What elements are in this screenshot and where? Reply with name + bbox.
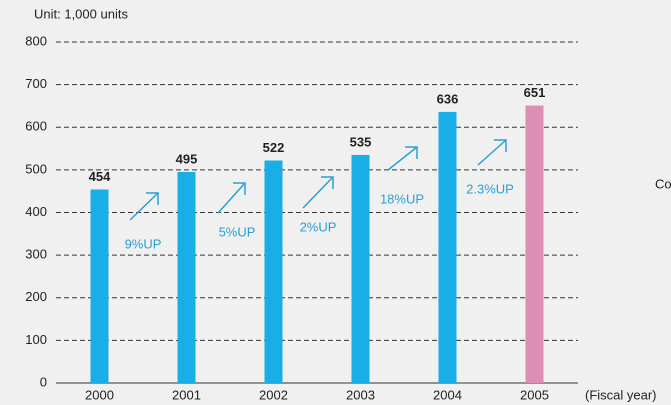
y-tick-label: 600 (25, 119, 47, 134)
arrow-head (494, 139, 507, 152)
growth-label: 9%UP (125, 236, 162, 251)
x-tick-label: 2002 (259, 387, 288, 402)
y-tick-label: 500 (25, 161, 47, 176)
x-tick-label: 2000 (85, 387, 114, 402)
arrow-head (405, 146, 418, 159)
growth-label: 2%UP (300, 219, 337, 234)
y-tick-label: 300 (25, 247, 47, 262)
side-text: Co (655, 176, 671, 191)
growth-label: 2.3%UP (466, 181, 514, 196)
y-tick-label: 700 (25, 76, 47, 91)
y-tick-label: 800 (25, 33, 47, 48)
value-label: 454 (89, 169, 111, 184)
growth-label: 5%UP (219, 224, 256, 239)
x-tick-label: 2004 (433, 387, 462, 402)
arrow-shaft (217, 182, 246, 214)
arrow-shaft (302, 176, 334, 209)
y-tick-label: 0 (40, 374, 47, 389)
y-tick-label: 100 (25, 332, 47, 347)
arrow-shaft (477, 139, 507, 166)
value-label: 651 (524, 85, 546, 100)
value-label: 636 (437, 91, 459, 106)
x-axis-label: (Fiscal year) (585, 387, 657, 402)
value-label: 522 (263, 140, 285, 155)
x-tick-label: 2001 (172, 387, 201, 402)
unit-label: Unit: 1,000 units (34, 6, 128, 21)
value-label: 535 (350, 134, 372, 149)
arrow-shaft (387, 146, 418, 171)
arrow-head (321, 176, 334, 189)
bar (90, 189, 109, 383)
bar (525, 105, 544, 383)
bar (264, 160, 283, 383)
growth-label: 18%UP (380, 191, 424, 206)
y-tick-label: 400 (25, 204, 47, 219)
x-tick-label: 2005 (520, 387, 549, 402)
arrow-head (146, 192, 159, 205)
bar (351, 154, 370, 383)
y-tick-label: 200 (25, 289, 47, 304)
value-label: 495 (176, 151, 198, 166)
bar (177, 172, 196, 383)
arrow-shaft (129, 192, 159, 221)
arrow-head (233, 182, 246, 195)
x-tick-label: 2003 (346, 387, 375, 402)
bar (438, 111, 457, 383)
